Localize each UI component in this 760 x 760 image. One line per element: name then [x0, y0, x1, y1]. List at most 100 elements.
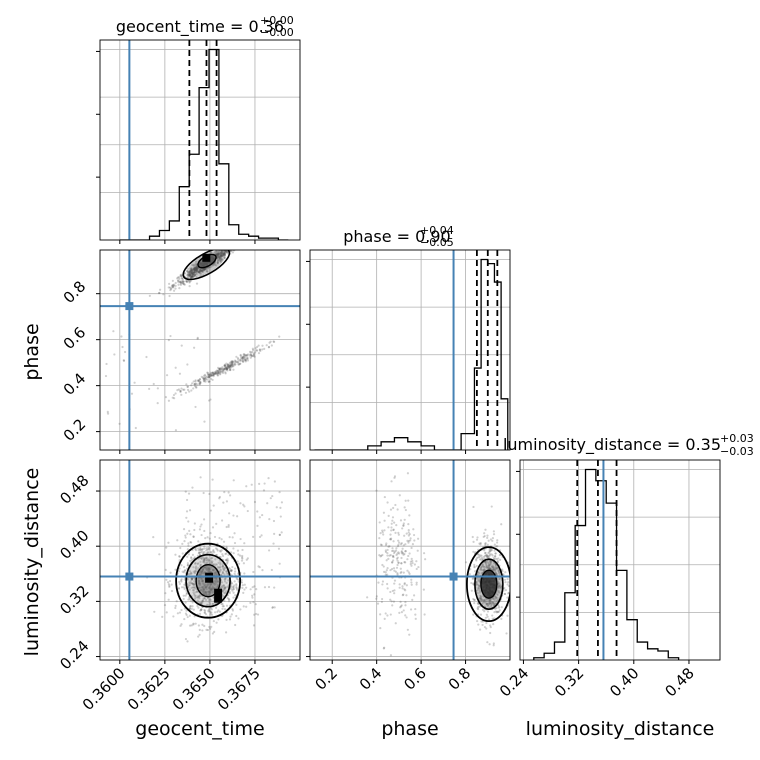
- sample-point: [223, 363, 227, 366]
- sample-point: [498, 609, 501, 612]
- sample-point: [200, 601, 203, 605]
- sample-point: [223, 586, 226, 589]
- sample-point: [161, 615, 164, 618]
- sample-point: [208, 590, 211, 593]
- sample-point: [253, 593, 256, 596]
- sample-point: [480, 565, 483, 568]
- sample-point: [226, 363, 229, 366]
- sample-point: [193, 572, 196, 575]
- sample-point: [233, 245, 235, 247]
- sample-point: [384, 571, 387, 574]
- ylabel-phase: phase: [21, 323, 43, 380]
- sample-point: [497, 569, 500, 572]
- sample-point: [275, 506, 278, 509]
- sample-point: [422, 588, 425, 591]
- sample-point: [229, 364, 232, 367]
- sample-point: [207, 603, 210, 606]
- sample-point: [503, 592, 507, 596]
- sample-point: [215, 553, 219, 557]
- sample-point: [232, 584, 236, 587]
- sample-point: [497, 585, 500, 588]
- sample-point: [216, 256, 219, 259]
- sample-point: [246, 356, 249, 359]
- sample-point: [210, 608, 213, 611]
- sample-point: [490, 568, 493, 571]
- sample-point: [202, 379, 205, 382]
- sample-point: [211, 560, 214, 563]
- sample-point: [233, 580, 236, 583]
- sample-point: [395, 553, 398, 557]
- sample-point: [173, 397, 176, 400]
- sample-point: [178, 611, 182, 614]
- sample-point: [234, 570, 237, 573]
- sample-point: [232, 588, 235, 591]
- sample-point: [174, 284, 177, 287]
- sample-point: [489, 549, 492, 553]
- sample-point: [481, 558, 485, 561]
- sample-point: [485, 554, 488, 557]
- sample-point: [190, 274, 193, 277]
- sample-point: [253, 585, 256, 588]
- sample-point: [487, 602, 490, 605]
- sample-point: [193, 269, 196, 272]
- sample-point: [497, 569, 500, 572]
- sample-point: [208, 562, 211, 565]
- sample-point: [218, 369, 221, 373]
- sample-point: [219, 254, 223, 257]
- sample-point: [493, 599, 496, 602]
- sample-point: [220, 538, 223, 541]
- sample-point: [171, 284, 174, 287]
- sample-point: [201, 579, 204, 582]
- sample-point: [236, 560, 239, 563]
- sample-point: [196, 265, 199, 269]
- sample-point: [207, 546, 210, 549]
- sample-point: [217, 253, 220, 256]
- sample-point: [201, 267, 205, 271]
- sample-point: [192, 267, 196, 270]
- sample-point: [233, 246, 235, 248]
- sample-point: [485, 564, 488, 567]
- sample-point: [172, 284, 176, 287]
- sample-point: [223, 250, 226, 253]
- sample-point: [256, 349, 259, 352]
- sample-point: [488, 600, 491, 603]
- sample-point: [219, 252, 222, 255]
- sample-point: [243, 354, 246, 357]
- sample-point: [233, 359, 237, 362]
- sample-point: [182, 282, 185, 285]
- title-luminosity-distance: luminosity_distance = 0.35: [503, 435, 721, 455]
- sample-point: [194, 273, 197, 277]
- sample-point: [495, 599, 498, 602]
- sample-point: [181, 570, 184, 573]
- sample-point: [245, 586, 248, 589]
- sample-point: [214, 580, 217, 584]
- sample-point: [178, 372, 182, 375]
- x-tick-label: 0.4: [356, 664, 386, 694]
- sample-point: [204, 556, 208, 560]
- sample-point: [207, 374, 210, 377]
- sample-point: [225, 250, 228, 252]
- sample-point: [387, 557, 390, 560]
- sample-point: [186, 363, 189, 366]
- sample-point: [220, 245, 222, 247]
- sample-point: [235, 614, 238, 618]
- sample-point: [479, 597, 482, 600]
- sample-point: [410, 557, 413, 560]
- sample-point: [472, 540, 475, 543]
- panel-frame: [99, 39, 301, 241]
- sample-point: [242, 353, 245, 356]
- sample-point: [211, 569, 215, 572]
- sample-point: [255, 587, 258, 591]
- sample-point: [199, 556, 202, 560]
- sample-point: [492, 568, 496, 571]
- sample-point: [383, 646, 386, 649]
- sample-point: [223, 587, 226, 590]
- sample-point: [224, 552, 227, 556]
- sample-point: [249, 353, 252, 356]
- sample-point: [479, 543, 482, 546]
- sample-point: [210, 587, 213, 590]
- sample-point: [478, 578, 481, 581]
- sample-point: [216, 580, 220, 583]
- sample-point: [208, 399, 211, 402]
- sample-point: [484, 528, 487, 531]
